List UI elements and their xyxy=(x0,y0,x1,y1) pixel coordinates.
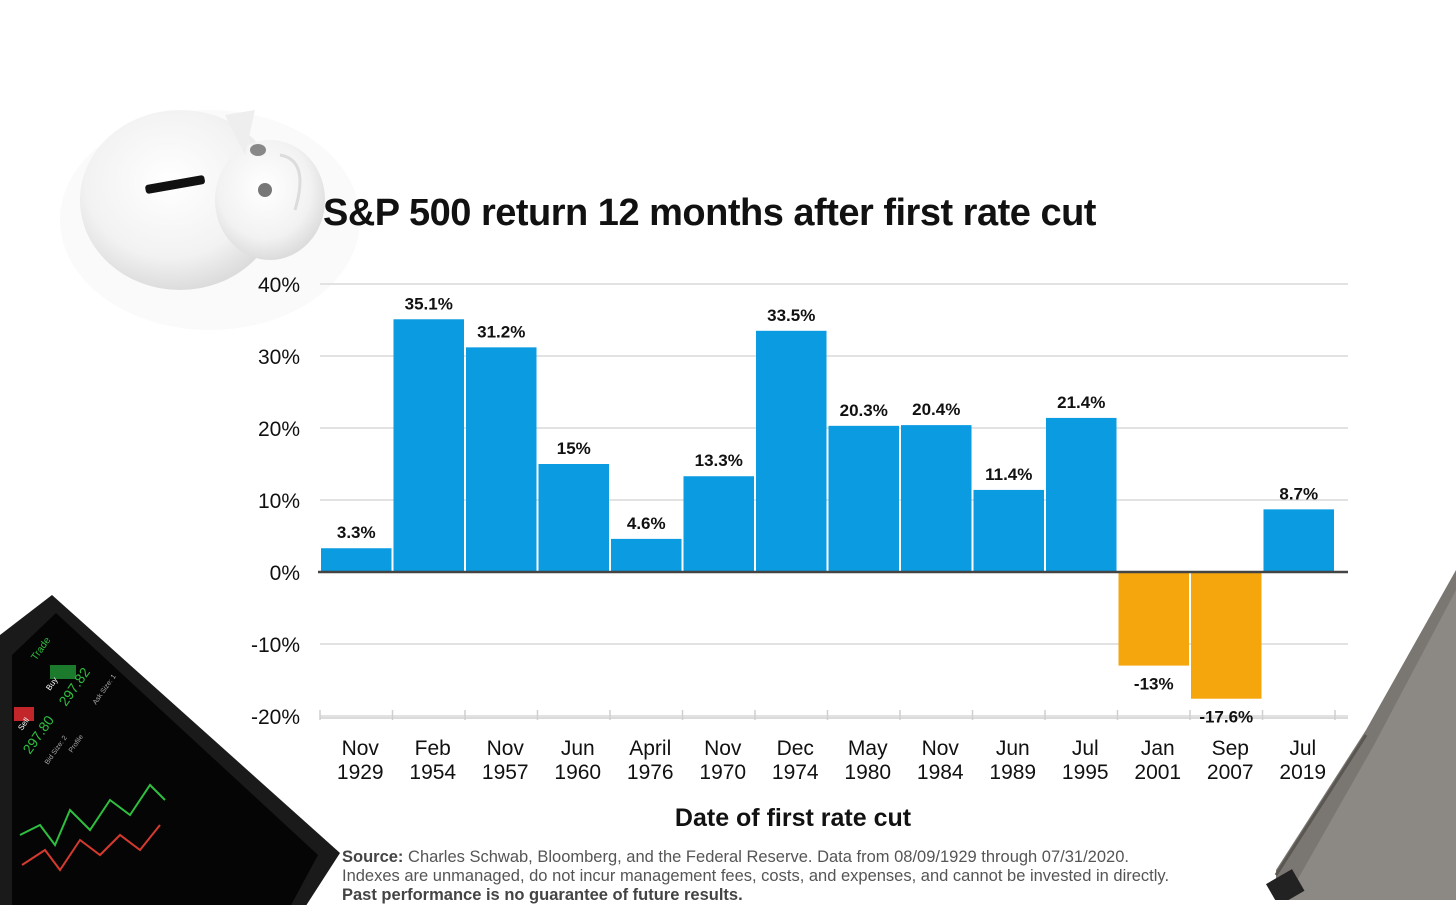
bar xyxy=(321,548,392,572)
bar xyxy=(393,319,464,572)
x-tick-label-month: May xyxy=(848,737,888,760)
x-tick-label-year: 2001 xyxy=(1134,761,1181,784)
x-tick-label-month: Jun xyxy=(561,737,595,760)
bar xyxy=(1118,572,1189,666)
chart-title: S&P 500 return 12 months after first rat… xyxy=(323,192,1096,234)
data-label: 31.2% xyxy=(477,322,525,341)
data-label: -13% xyxy=(1134,675,1174,694)
x-tick-label-month: Jan xyxy=(1141,737,1175,760)
y-tick-label: 30% xyxy=(258,346,300,369)
x-tick-label-month: Jul xyxy=(1289,737,1316,760)
bars xyxy=(321,319,1334,699)
x-tick-label-year: 1970 xyxy=(699,761,746,784)
bar xyxy=(1191,572,1262,699)
bar xyxy=(756,330,827,572)
bar xyxy=(1263,509,1334,572)
x-tick-label-month: Dec xyxy=(777,737,814,760)
bar xyxy=(683,476,754,572)
data-label: 11.4% xyxy=(985,465,1032,484)
data-label: 8.7% xyxy=(1279,484,1318,503)
x-axis-label: Date of first rate cut xyxy=(674,804,912,832)
labels: 40%30%20%10%0%-10%-20%3.3%Nov192935.1%Fe… xyxy=(251,274,1326,784)
x-tick-label-month: Sep xyxy=(1212,737,1249,760)
data-label: 33.5% xyxy=(767,306,815,325)
x-tick-label-year: 1929 xyxy=(337,761,384,784)
data-label: 15% xyxy=(557,439,591,458)
bar xyxy=(538,464,609,572)
source-note: Source: Charles Schwab, Bloomberg, and t… xyxy=(342,848,1302,905)
data-label: 20.3% xyxy=(840,401,888,420)
data-label: 35.1% xyxy=(405,294,453,313)
y-tick-label: -10% xyxy=(251,634,300,657)
y-tick-label: 20% xyxy=(258,418,300,441)
x-tick-label-month: Nov xyxy=(487,737,525,760)
axes xyxy=(318,570,1348,720)
x-tick-label-year: 2019 xyxy=(1279,761,1326,784)
x-tick-label-month: Jun xyxy=(996,737,1030,760)
data-label: 3.3% xyxy=(337,523,376,542)
bar xyxy=(1046,417,1117,572)
x-tick-label-month: Feb xyxy=(415,737,451,760)
bar xyxy=(466,347,537,572)
bar xyxy=(901,425,972,572)
x-tick-label-month: Jul xyxy=(1072,737,1099,760)
data-label: 21.4% xyxy=(1057,393,1105,412)
data-label: 20.4% xyxy=(912,400,960,419)
disclaimer-text: Past performance is no guarantee of futu… xyxy=(342,886,743,904)
bar xyxy=(973,489,1044,572)
x-tick-label-month: Nov xyxy=(704,737,742,760)
source-label: Source: xyxy=(342,848,404,866)
x-tick-label-month: Nov xyxy=(342,737,380,760)
y-tick-label: 10% xyxy=(258,490,300,513)
x-tick-label-month: April xyxy=(629,737,671,760)
y-tick-label: -20% xyxy=(251,706,300,729)
x-tick-label-month: Nov xyxy=(922,737,960,760)
x-tick-label-year: 1957 xyxy=(482,761,529,784)
x-tick-label-year: 1960 xyxy=(554,761,601,784)
data-label: -17.6% xyxy=(1199,708,1253,727)
y-tick-label: 40% xyxy=(258,274,300,297)
x-tick-label-year: 1976 xyxy=(627,761,674,784)
x-tick-label-year: 1989 xyxy=(989,761,1036,784)
bar xyxy=(828,425,899,572)
source-line2: Indexes are unmanaged, do not incur mana… xyxy=(342,867,1170,885)
y-tick-label: 0% xyxy=(270,562,300,585)
x-tick-label-year: 1954 xyxy=(409,761,456,784)
x-tick-label-year: 1995 xyxy=(1062,761,1109,784)
data-label: 4.6% xyxy=(627,514,666,533)
data-label: 13.3% xyxy=(695,451,743,470)
x-tick-label-year: 1980 xyxy=(844,761,891,784)
x-tick-label-year: 2007 xyxy=(1207,761,1254,784)
bar xyxy=(611,538,682,572)
x-tick-label-year: 1984 xyxy=(917,761,964,784)
source-text: Charles Schwab, Bloomberg, and the Feder… xyxy=(408,848,1129,866)
x-tick-label-year: 1974 xyxy=(772,761,819,784)
